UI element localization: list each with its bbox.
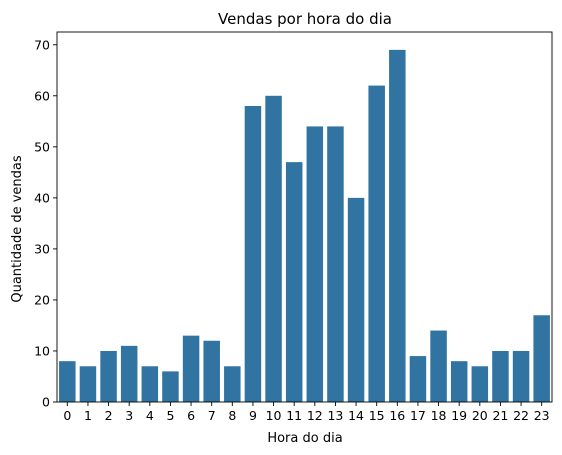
x-tick-label: 16: [389, 408, 405, 423]
x-tick-label: 8: [228, 408, 236, 423]
x-tick-label: 22: [513, 408, 529, 423]
bar-hour-5: [162, 371, 179, 402]
x-tick-label: 2: [105, 408, 113, 423]
chart-title: Vendas por hora do dia: [218, 10, 392, 28]
y-tick-label: 0: [42, 395, 50, 410]
x-tick-label: 6: [187, 408, 195, 423]
y-tick-label: 40: [34, 190, 50, 205]
x-tick-label: 13: [327, 408, 343, 423]
x-axis-ticks: 0 1 2 3 4 5 6 7 8 9 10 11 12 13 14 15 16 17 18 19 20 21 22 23: [63, 402, 550, 423]
bar-hour-16: [389, 49, 406, 403]
bar-hour-12: [306, 126, 324, 403]
bar-hour-1: [79, 366, 97, 402]
bar-hour-17: [409, 356, 427, 402]
x-tick-label: 19: [451, 408, 467, 423]
x-axis-label: Hora do dia: [267, 431, 342, 446]
bar-hour-0: [59, 361, 76, 402]
bar-hour-2: [100, 350, 117, 402]
y-tick-label: 10: [34, 343, 50, 358]
x-tick-label: 4: [146, 408, 154, 423]
bar-hour-14: [347, 197, 365, 402]
y-tick-label: 20: [34, 292, 50, 307]
x-tick-label: 1: [84, 408, 92, 423]
x-tick-label: 21: [492, 408, 508, 423]
x-tick-label: 20: [472, 408, 488, 423]
bars-group: [59, 49, 550, 403]
x-tick-label: 23: [534, 408, 550, 423]
bar-hour-11: [285, 162, 303, 402]
bar-hour-23: [533, 315, 550, 402]
x-tick-label: 10: [266, 408, 282, 423]
bar-hour-19: [450, 361, 468, 402]
bar-hour-3: [120, 345, 138, 402]
x-tick-label: 18: [431, 408, 447, 423]
plot-frame: [56, 31, 553, 403]
bar-hour-15: [368, 85, 385, 402]
x-tick-label: 7: [208, 408, 216, 423]
bar-hour-20: [471, 366, 489, 402]
bar-hour-8: [224, 366, 241, 402]
x-tick-label: 3: [125, 408, 133, 423]
x-tick-label: 11: [286, 408, 302, 423]
x-tick-label: 0: [63, 408, 71, 423]
x-tick-label: 15: [369, 408, 385, 423]
bar-hour-10: [265, 95, 282, 403]
bar-hour-6: [182, 335, 200, 402]
y-tick-label: 30: [34, 241, 50, 256]
bar-hour-9: [244, 106, 262, 402]
y-axis-ticks: 0 10 20 30 40 50 60 70: [34, 37, 57, 410]
bar-hour-4: [141, 366, 159, 402]
x-tick-label: 12: [307, 408, 323, 423]
bar-hour-18: [430, 330, 447, 402]
y-tick-label: 60: [34, 88, 50, 103]
bar-hour-7: [203, 340, 220, 402]
y-tick-label: 70: [34, 37, 50, 52]
bar-hour-22: [512, 350, 530, 402]
x-tick-label: 17: [410, 408, 426, 423]
x-tick-label: 9: [249, 408, 257, 423]
x-tick-label: 14: [348, 408, 364, 423]
y-tick-label: 50: [34, 139, 50, 154]
y-axis-label: Quantidade de vendas: [10, 155, 25, 303]
bar-hour-13: [327, 126, 344, 403]
x-tick-label: 5: [166, 408, 174, 423]
bar-hour-21: [492, 350, 509, 402]
